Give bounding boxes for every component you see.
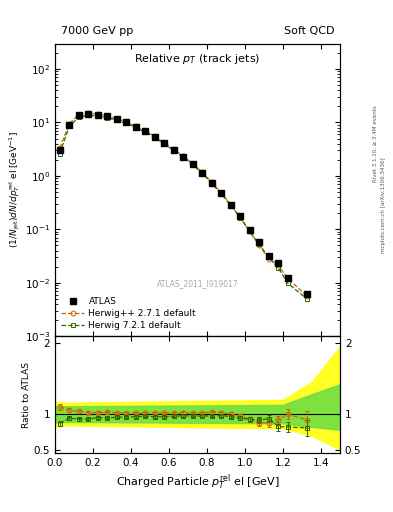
Text: 7000 GeV pp: 7000 GeV pp <box>61 26 133 36</box>
Text: mcplots.cern.ch [arXiv:1306.3436]: mcplots.cern.ch [arXiv:1306.3436] <box>381 157 386 252</box>
Y-axis label: $(1/N_\mathrm{jet})dN/dp^\mathrm{rel}_T$ el [GeV$^{-1}$]: $(1/N_\mathrm{jet})dN/dp^\mathrm{rel}_T$… <box>7 132 22 248</box>
Legend: ATLAS, Herwig++ 2.7.1 default, Herwig 7.2.1 default: ATLAS, Herwig++ 2.7.1 default, Herwig 7.… <box>59 295 198 332</box>
Y-axis label: Ratio to ATLAS: Ratio to ATLAS <box>22 361 31 428</box>
Text: ATLAS_2011_I919017: ATLAS_2011_I919017 <box>156 279 239 288</box>
Text: Soft QCD: Soft QCD <box>284 26 334 36</box>
Text: Rivet 3.1.10, ≥ 3.4M events: Rivet 3.1.10, ≥ 3.4M events <box>373 105 378 182</box>
X-axis label: Charged Particle $p^\mathrm{rel}_T$ el [GeV]: Charged Particle $p^\mathrm{rel}_T$ el [… <box>116 472 279 492</box>
Text: Relative $p_T$ (track jets): Relative $p_T$ (track jets) <box>134 52 261 66</box>
